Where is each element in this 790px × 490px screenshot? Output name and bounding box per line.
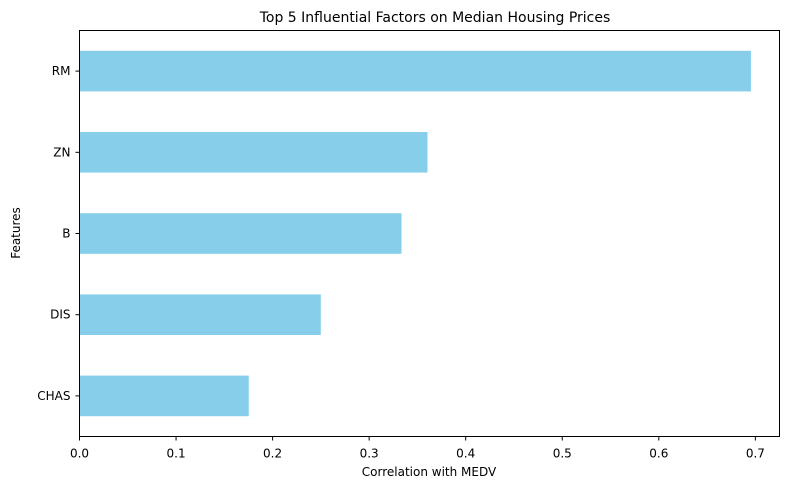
y-axis-label: Features: [9, 207, 23, 259]
plot-frame: [79, 30, 780, 437]
x-tick-label-0-4: 0.4: [456, 447, 475, 461]
bar-dis: [79, 294, 321, 335]
y-tick-label-rm: RM: [52, 64, 71, 78]
x-tick-label-0-2: 0.2: [263, 447, 282, 461]
x-tick-label-0-7: 0.7: [746, 447, 765, 461]
y-tick-label-chas: CHAS: [37, 389, 70, 403]
x-tick-label-0-1: 0.1: [167, 447, 186, 461]
x-tick-label-0-3: 0.3: [360, 447, 379, 461]
y-tick-label-zn: ZN: [53, 145, 70, 159]
y-tick-label-dis: DIS: [50, 308, 70, 322]
x-axis-label: Correlation with MEDV: [362, 465, 497, 479]
x-axis: 0.0 0.1 0.2 0.3 0.4 0.5 0.6 0.7: [70, 436, 765, 461]
x-tick-label-0-6: 0.6: [649, 447, 668, 461]
bar-b: [79, 213, 402, 254]
x-tick-label-0-5: 0.5: [553, 447, 572, 461]
bar-zn: [79, 132, 428, 173]
y-axis: RM ZN B DIS CHAS: [37, 64, 80, 403]
chart-title: Top 5 Influential Factors on Median Hous…: [259, 10, 611, 26]
x-tick-label-0: 0.0: [70, 447, 89, 461]
bars-layer: [79, 50, 751, 417]
bar-rm: [79, 50, 751, 92]
y-tick-label-b: B: [62, 227, 70, 241]
bar-chas: [79, 375, 249, 417]
